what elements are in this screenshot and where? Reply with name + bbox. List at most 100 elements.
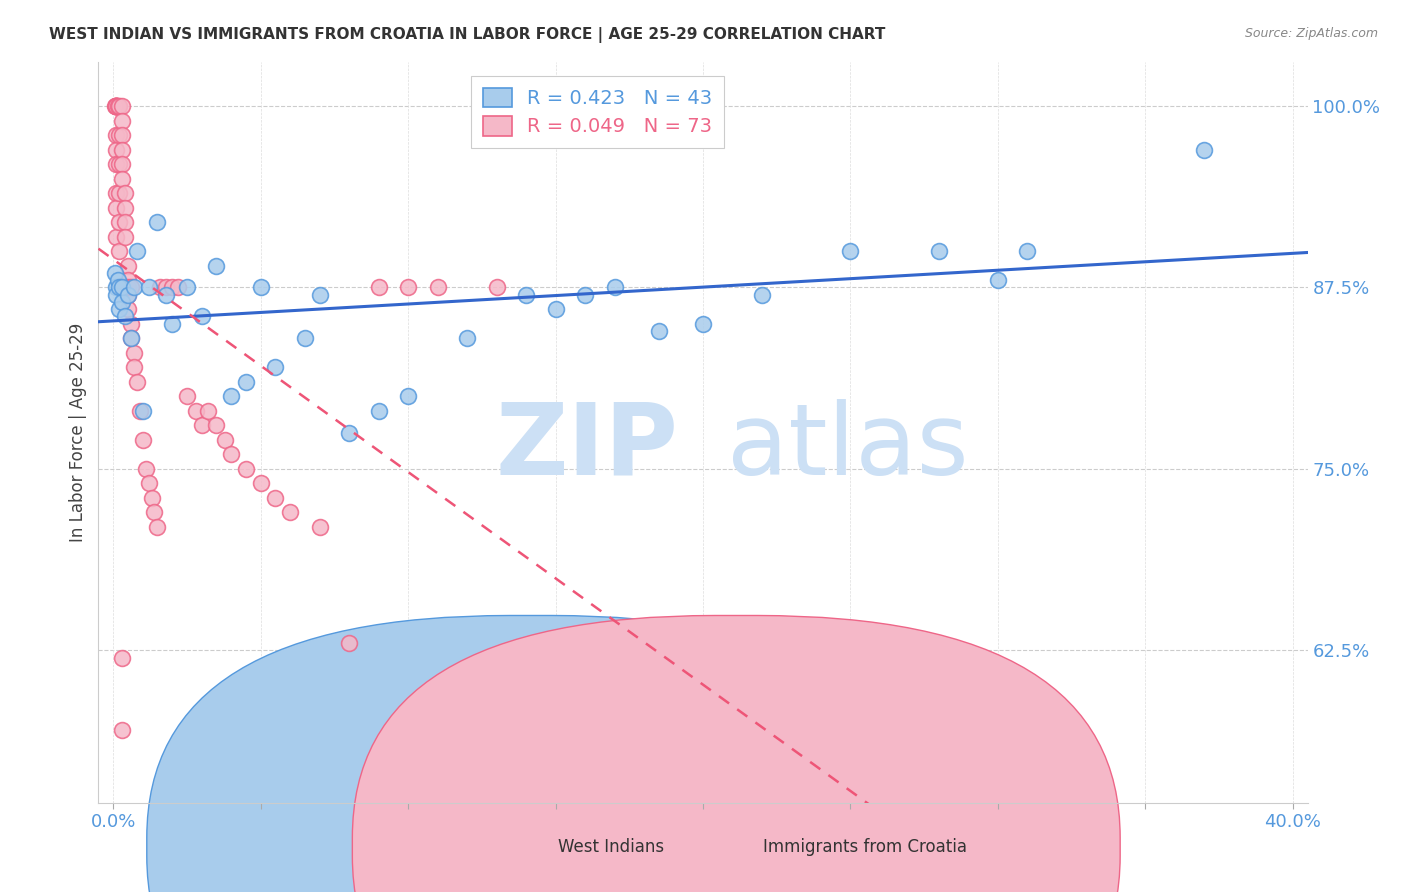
Point xyxy=(107,99,129,113)
Point xyxy=(105,287,128,301)
Point xyxy=(839,244,862,259)
Text: West Indians: West Indians xyxy=(558,838,664,856)
Point xyxy=(278,506,301,520)
Point xyxy=(105,280,128,294)
Point xyxy=(603,280,626,294)
Point xyxy=(146,215,169,229)
Point xyxy=(111,295,134,310)
Point xyxy=(160,280,183,294)
Point xyxy=(337,425,360,440)
Point xyxy=(515,287,537,301)
Text: Source: ZipAtlas.com: Source: ZipAtlas.com xyxy=(1244,27,1378,40)
Point xyxy=(141,491,163,505)
Point xyxy=(308,520,330,534)
Point xyxy=(122,360,145,375)
Point xyxy=(111,99,134,113)
Point xyxy=(117,287,139,301)
Point xyxy=(648,324,671,338)
Point xyxy=(104,99,127,113)
Point xyxy=(105,99,128,113)
Point xyxy=(337,636,360,650)
Point xyxy=(107,273,129,287)
Point xyxy=(928,244,950,259)
Point xyxy=(120,331,142,345)
FancyBboxPatch shape xyxy=(146,615,915,892)
Text: ZIP: ZIP xyxy=(496,399,679,496)
Point xyxy=(105,99,128,113)
Point xyxy=(120,317,142,331)
Point xyxy=(111,113,134,128)
Point xyxy=(138,476,160,491)
Point xyxy=(125,244,148,259)
Point xyxy=(396,280,419,294)
FancyBboxPatch shape xyxy=(353,615,1121,892)
Point xyxy=(485,280,508,294)
Point xyxy=(264,360,287,375)
Point xyxy=(111,157,134,171)
Point xyxy=(1017,244,1039,259)
Point xyxy=(155,280,177,294)
Point xyxy=(160,317,183,331)
Point xyxy=(105,143,128,157)
Point xyxy=(190,310,212,324)
Point xyxy=(117,302,139,317)
Point xyxy=(105,99,128,113)
Point xyxy=(205,418,228,433)
Point xyxy=(122,345,145,359)
Point xyxy=(111,723,134,738)
Point xyxy=(114,229,136,244)
Point xyxy=(219,447,242,461)
Point xyxy=(131,404,153,418)
Text: WEST INDIAN VS IMMIGRANTS FROM CROATIA IN LABOR FORCE | AGE 25-29 CORRELATION CH: WEST INDIAN VS IMMIGRANTS FROM CROATIA I… xyxy=(49,27,886,43)
Point xyxy=(105,99,128,113)
Point xyxy=(105,186,128,200)
Point xyxy=(143,506,166,520)
Point xyxy=(125,375,148,389)
Point xyxy=(131,433,153,447)
Point xyxy=(249,476,271,491)
Point xyxy=(108,99,131,113)
Point xyxy=(544,302,567,317)
Point xyxy=(264,491,287,505)
Point xyxy=(184,404,207,418)
Point xyxy=(122,280,145,294)
Point xyxy=(128,404,150,418)
Point xyxy=(574,287,596,301)
Point xyxy=(249,280,271,294)
Point xyxy=(114,280,136,294)
Y-axis label: In Labor Force | Age 25-29: In Labor Force | Age 25-29 xyxy=(69,323,87,542)
Point xyxy=(117,280,139,294)
Point xyxy=(111,171,134,186)
Point xyxy=(111,650,134,665)
Point xyxy=(111,128,134,142)
Point xyxy=(219,389,242,403)
Point xyxy=(426,280,449,294)
Point xyxy=(105,99,128,113)
Point xyxy=(108,215,131,229)
Point xyxy=(108,302,131,317)
Point xyxy=(456,331,478,345)
Point xyxy=(114,186,136,200)
Point xyxy=(108,244,131,259)
Point xyxy=(114,201,136,215)
Point xyxy=(105,128,128,142)
Point xyxy=(105,99,128,113)
Text: Immigrants from Croatia: Immigrants from Croatia xyxy=(763,838,967,856)
Point xyxy=(120,331,142,345)
Point xyxy=(176,280,198,294)
Point xyxy=(235,462,257,476)
Point xyxy=(751,287,773,301)
Point xyxy=(114,310,136,324)
Point xyxy=(1194,143,1216,157)
Point xyxy=(108,186,131,200)
Point xyxy=(105,99,128,113)
Legend: R = 0.423   N = 43, R = 0.049   N = 73: R = 0.423 N = 43, R = 0.049 N = 73 xyxy=(471,76,724,148)
Point xyxy=(117,259,139,273)
Point xyxy=(105,157,128,171)
Point xyxy=(104,266,127,280)
Point xyxy=(692,317,714,331)
Point xyxy=(138,280,160,294)
Point xyxy=(105,229,128,244)
Point xyxy=(111,280,134,294)
Point xyxy=(294,331,316,345)
